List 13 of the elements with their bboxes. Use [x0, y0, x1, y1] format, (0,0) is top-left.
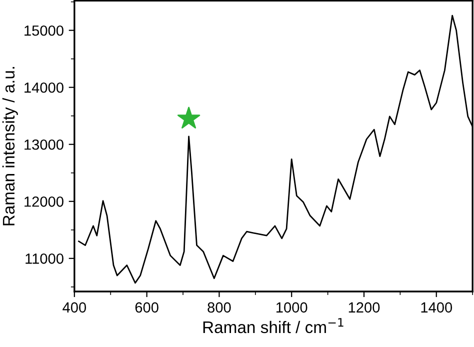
- y-axis-title: Raman intensity / a.u.: [2, 67, 18, 226]
- y-tick-label: 13000: [24, 139, 64, 150]
- x-tick-label: 800: [208, 302, 231, 313]
- y-tick-label: 14000: [24, 82, 64, 93]
- x-tick-label: 1400: [421, 302, 452, 313]
- y-tick-label: 11000: [26, 254, 64, 264]
- x-tick-label: 400: [62, 302, 86, 313]
- y-tick-label: 12000: [24, 196, 64, 207]
- x-axis-title: Raman shift / cm$^{−1}$: [203, 318, 344, 334]
- x-tick-label: 1000: [276, 302, 308, 313]
- x-tick-label: 600: [135, 302, 158, 313]
- x-tick-label: 1200: [348, 302, 380, 313]
- y-tick-label: 15000: [24, 25, 64, 36]
